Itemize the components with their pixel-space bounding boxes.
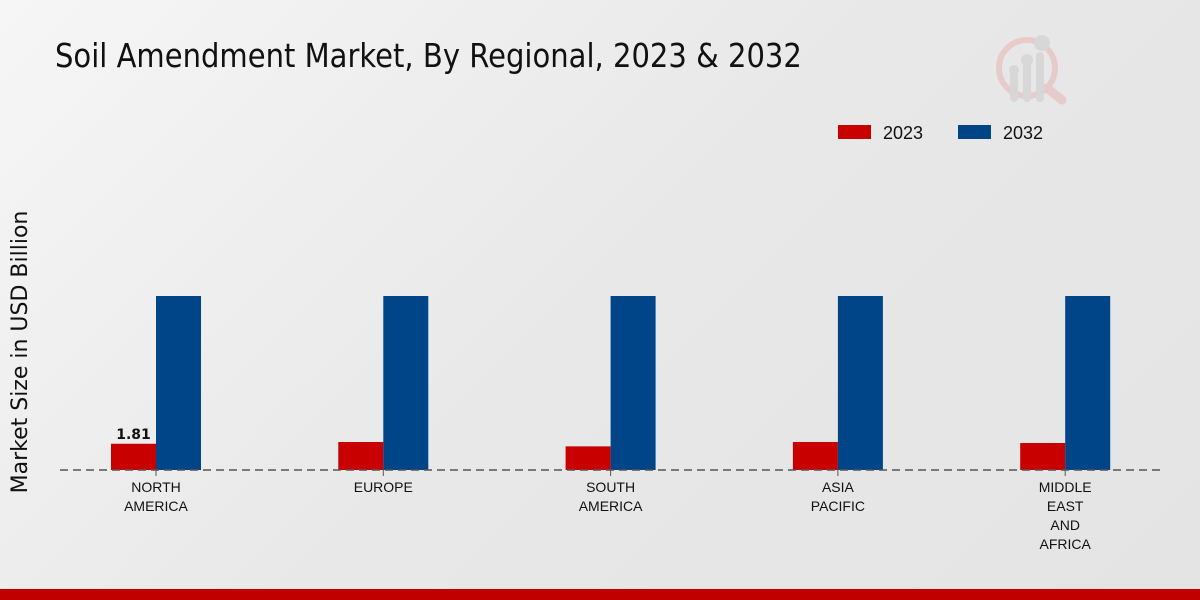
legend-swatch-2032 bbox=[958, 125, 991, 139]
x-tick-label: MIDDLE EAST AND AFRICA bbox=[1039, 479, 1092, 552]
bar-2032-3 bbox=[837, 296, 883, 470]
bar-2023-2 bbox=[565, 446, 611, 470]
data-label: 1.81 bbox=[116, 427, 151, 443]
legend: 2023 2032 bbox=[838, 123, 1043, 143]
x-tick-label: NORTH AMERICA bbox=[124, 479, 188, 514]
bar-2032-2 bbox=[610, 296, 656, 470]
bar-2032-4 bbox=[1065, 296, 1111, 470]
x-tick-label: ASIA PACIFIC bbox=[811, 479, 865, 514]
footer-bar bbox=[0, 589, 1200, 600]
legend-label-2023: 2023 bbox=[883, 123, 923, 143]
bar-2032-1 bbox=[383, 296, 429, 470]
bar-2023-1 bbox=[338, 442, 384, 470]
bar-2023-4 bbox=[1020, 443, 1066, 470]
legend-swatch-2023 bbox=[838, 125, 871, 139]
logo-watermark-icon bbox=[996, 35, 1067, 105]
bar-2023-0 bbox=[111, 443, 156, 470]
chart-title: Soil Amendment Market, By Regional, 2023… bbox=[55, 36, 802, 75]
x-tick-label: EUROPE bbox=[354, 479, 413, 495]
y-axis-label: Market Size in USD Billion bbox=[8, 211, 33, 494]
legend-label-2032: 2032 bbox=[1003, 123, 1043, 143]
bar-2023-3 bbox=[792, 442, 838, 470]
bar-2032-0 bbox=[156, 296, 201, 470]
x-tick-label: SOUTH AMERICA bbox=[579, 479, 643, 514]
